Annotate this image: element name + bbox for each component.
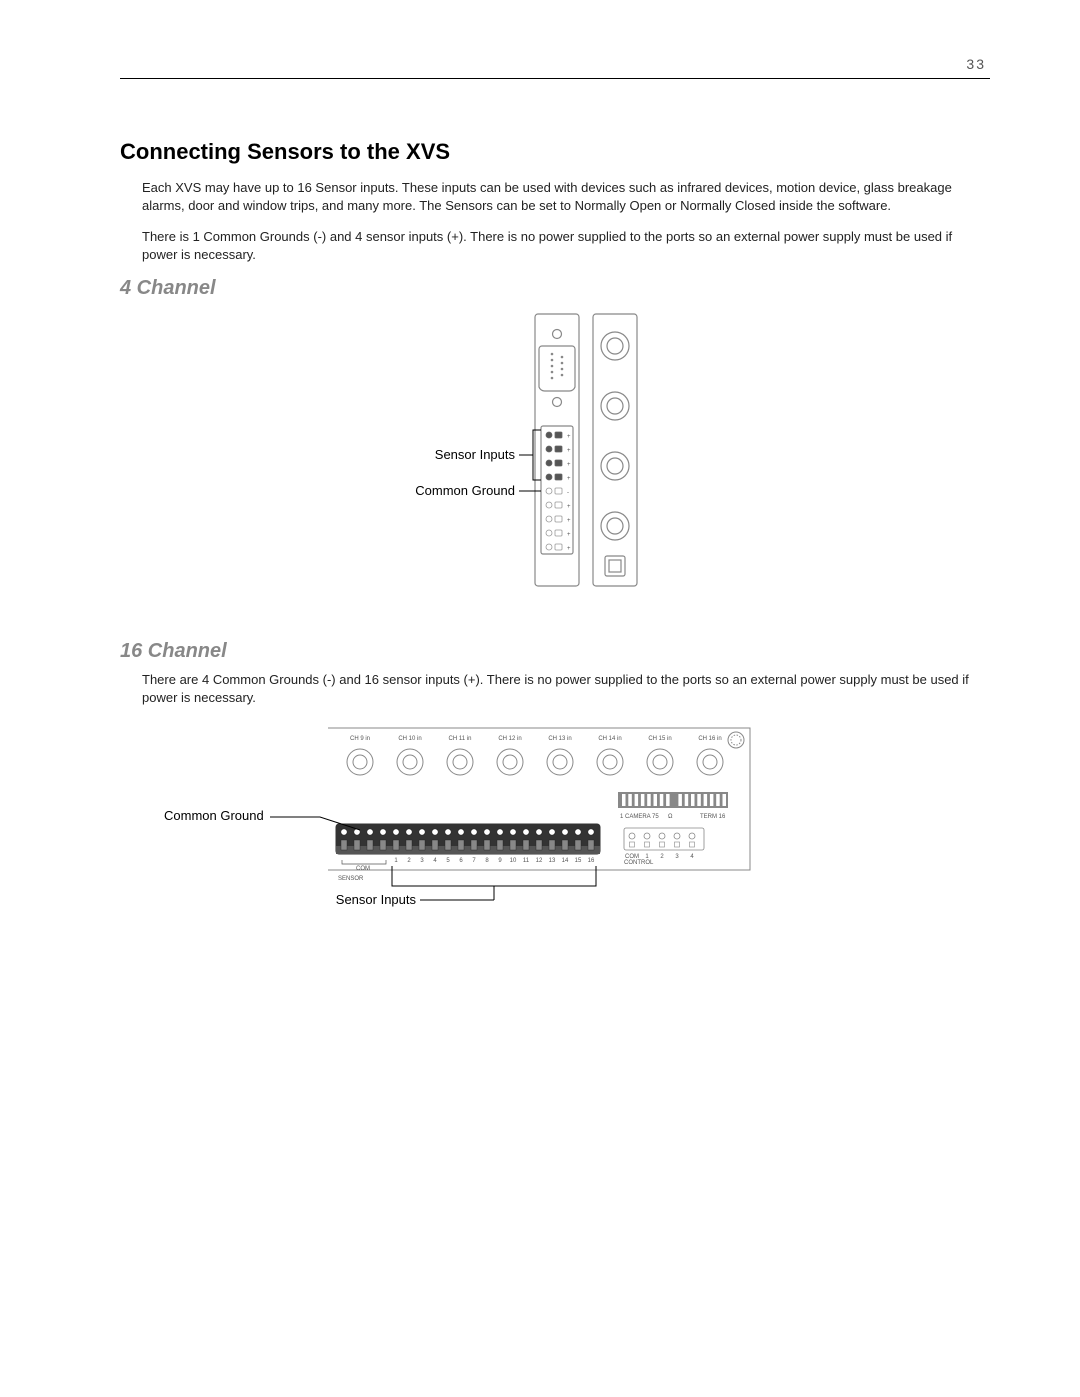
- svg-text:13: 13: [549, 858, 556, 864]
- svg-text:10: 10: [510, 858, 517, 864]
- heading-16-channel: 16 Channel: [120, 640, 990, 663]
- com-label: COM: [356, 866, 370, 872]
- svg-text:+: +: [567, 476, 571, 482]
- svg-text:4: 4: [690, 854, 694, 860]
- svg-text:8: 8: [485, 858, 489, 864]
- bnc-label: CH 15 in: [648, 736, 671, 742]
- svg-text:7: 7: [472, 858, 476, 864]
- svg-text:3: 3: [420, 858, 424, 864]
- intro-paragraph-1: Each XVS may have up to 16 Sensor inputs…: [142, 179, 990, 214]
- dip-label-left: 1 CAMERA 75: [620, 814, 659, 820]
- svg-text:+: +: [567, 504, 571, 510]
- svg-text:-: -: [567, 490, 569, 496]
- bnc-label: CH 14 in: [598, 736, 621, 742]
- header-rule: [120, 78, 990, 79]
- svg-text:2: 2: [660, 854, 664, 860]
- svg-text:15: 15: [575, 858, 582, 864]
- svg-text:12: 12: [536, 858, 543, 864]
- heading-4-channel: 4 Channel: [120, 277, 990, 300]
- diagram-16-channel: CH 9 in CH 10 in CH 11 in CH 12 in CH 13 in C…: [160, 720, 990, 940]
- svg-text:3: 3: [675, 854, 679, 860]
- svg-text:4: 4: [433, 858, 437, 864]
- sensor-block-label: SENSOR: [338, 876, 364, 882]
- svg-text:1: 1: [394, 858, 398, 864]
- dip-label-mid: Ω: [668, 814, 673, 820]
- intro-paragraph-2: There is 1 Common Grounds (-) and 4 sens…: [142, 228, 990, 263]
- bnc-label: CH 12 in: [498, 736, 521, 742]
- svg-text:2: 2: [407, 858, 411, 864]
- bnc-label: CH 10 in: [398, 736, 421, 742]
- svg-text:16: 16: [588, 858, 595, 864]
- bnc-label: CH 16 in: [698, 736, 721, 742]
- body-16-channel: There are 4 Common Grounds (-) and 16 se…: [142, 671, 990, 706]
- page-number: 33: [120, 56, 990, 72]
- svg-text:+: +: [567, 518, 571, 524]
- diagram-4-channel: + + + + - + + + +: [120, 310, 990, 590]
- svg-text:+: +: [567, 448, 571, 454]
- bnc-label: CH 11 in: [449, 736, 472, 742]
- svg-text:+: +: [567, 546, 571, 552]
- svg-text:+: +: [567, 532, 571, 538]
- svg-text:+: +: [567, 462, 571, 468]
- label-common-ground-4ch: Common Ground: [415, 483, 515, 498]
- bnc-label: CH 13 in: [548, 736, 571, 742]
- control-label: CONTROL: [624, 860, 654, 866]
- label-sensor-inputs-4ch: Sensor Inputs: [435, 447, 516, 462]
- svg-text:6: 6: [459, 858, 463, 864]
- svg-text:14: 14: [562, 858, 569, 864]
- svg-text:+: +: [567, 434, 571, 440]
- label-common-ground-16ch: Common Ground: [164, 808, 264, 823]
- svg-text:9: 9: [498, 858, 502, 864]
- heading-main: Connecting Sensors to the XVS: [120, 139, 990, 165]
- svg-text:5: 5: [446, 858, 450, 864]
- svg-text:11: 11: [523, 858, 530, 864]
- bnc-label: CH 9 in: [350, 736, 370, 742]
- dip-label-right: TERM 16: [700, 814, 726, 820]
- label-sensor-inputs-16ch: Sensor Inputs: [336, 892, 417, 907]
